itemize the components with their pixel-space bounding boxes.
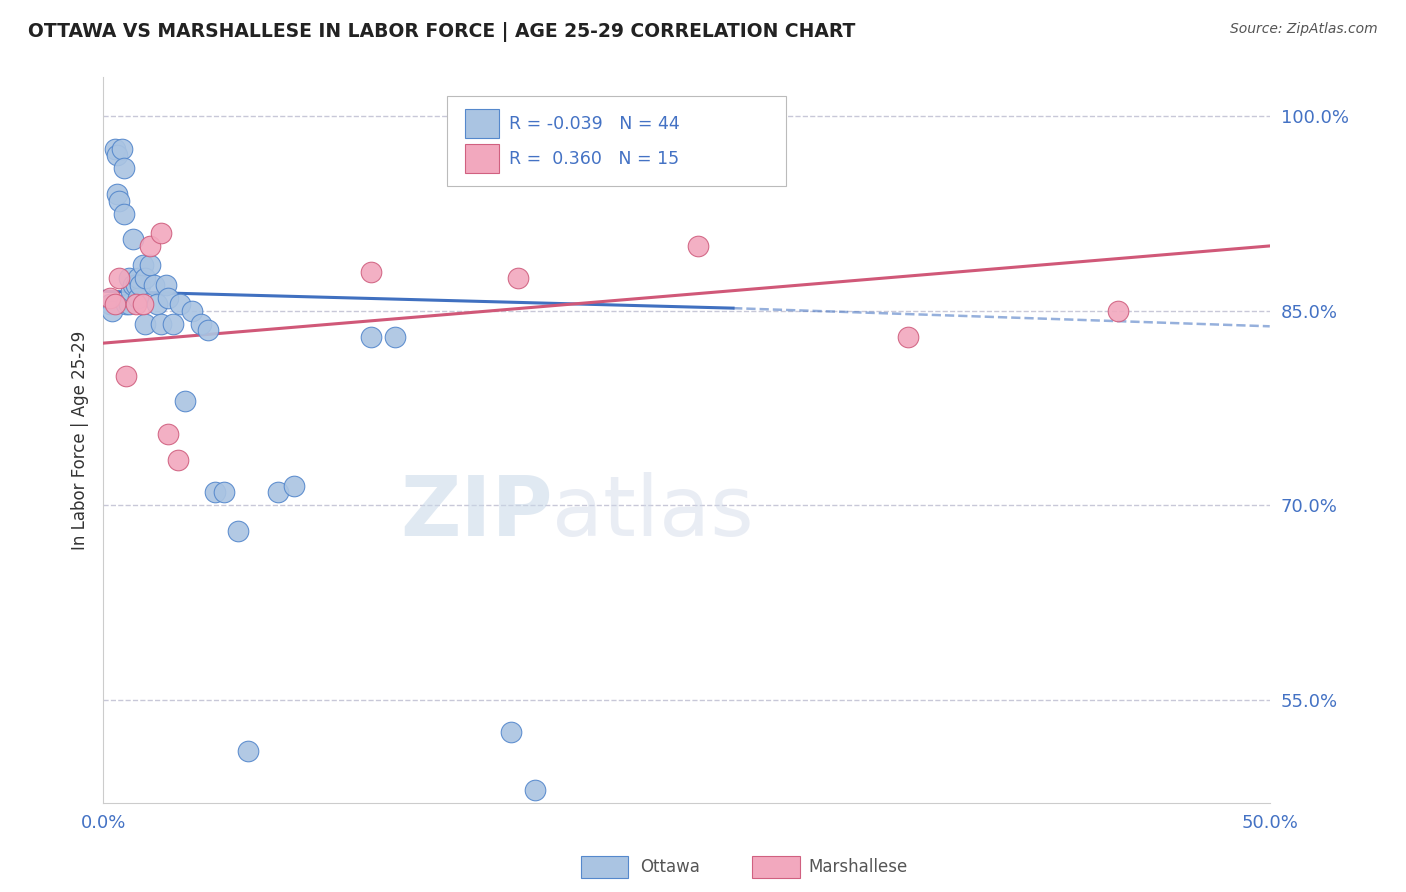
Point bbox=[508, 271, 530, 285]
Point bbox=[134, 317, 156, 331]
Point bbox=[1107, 303, 1129, 318]
Point bbox=[127, 291, 149, 305]
Point bbox=[134, 271, 156, 285]
Point bbox=[139, 259, 162, 273]
Point bbox=[501, 725, 523, 739]
Point bbox=[112, 161, 135, 176]
Point bbox=[180, 303, 202, 318]
Point bbox=[105, 148, 128, 162]
Point bbox=[132, 259, 155, 273]
Point bbox=[384, 329, 406, 343]
Point bbox=[139, 239, 162, 253]
Point bbox=[150, 226, 173, 240]
Point bbox=[104, 142, 127, 156]
Point bbox=[132, 297, 155, 311]
Point bbox=[122, 232, 145, 246]
Text: R =  0.360   N = 15: R = 0.360 N = 15 bbox=[509, 150, 679, 168]
Text: Marshallese: Marshallese bbox=[808, 858, 908, 876]
Text: Ottawa: Ottawa bbox=[640, 858, 700, 876]
Point bbox=[125, 297, 148, 311]
Text: Source: ZipAtlas.com: Source: ZipAtlas.com bbox=[1230, 22, 1378, 37]
Point bbox=[105, 187, 128, 202]
Point bbox=[360, 329, 382, 343]
FancyBboxPatch shape bbox=[465, 110, 499, 138]
Point bbox=[173, 394, 195, 409]
Point bbox=[127, 271, 149, 285]
Point bbox=[115, 297, 138, 311]
Point bbox=[120, 285, 142, 299]
Point bbox=[125, 277, 148, 292]
Point bbox=[523, 783, 546, 797]
Point bbox=[236, 744, 259, 758]
Point bbox=[143, 277, 166, 292]
FancyBboxPatch shape bbox=[447, 95, 786, 186]
Point bbox=[214, 485, 236, 500]
Point bbox=[118, 271, 141, 285]
Point bbox=[157, 426, 180, 441]
Point bbox=[166, 452, 188, 467]
Point bbox=[146, 297, 169, 311]
Text: OTTAWA VS MARSHALLESE IN LABOR FORCE | AGE 25-29 CORRELATION CHART: OTTAWA VS MARSHALLESE IN LABOR FORCE | A… bbox=[28, 22, 855, 42]
Point bbox=[112, 206, 135, 220]
Point bbox=[155, 277, 177, 292]
FancyBboxPatch shape bbox=[465, 145, 499, 173]
Point bbox=[115, 368, 138, 383]
Point bbox=[129, 277, 152, 292]
Point bbox=[688, 239, 710, 253]
Point bbox=[108, 194, 131, 208]
Point bbox=[267, 485, 290, 500]
Point bbox=[111, 142, 134, 156]
Point bbox=[157, 291, 180, 305]
Point bbox=[122, 277, 145, 292]
Point bbox=[162, 317, 184, 331]
Point bbox=[104, 297, 127, 311]
Point bbox=[283, 479, 305, 493]
Point bbox=[150, 317, 173, 331]
Text: ZIP: ZIP bbox=[399, 473, 553, 553]
Point bbox=[98, 297, 121, 311]
Text: R = -0.039   N = 44: R = -0.039 N = 44 bbox=[509, 115, 681, 133]
Point bbox=[360, 265, 382, 279]
Point bbox=[101, 303, 124, 318]
Point bbox=[897, 329, 920, 343]
Point bbox=[204, 485, 226, 500]
Point bbox=[190, 317, 212, 331]
Point bbox=[108, 271, 131, 285]
Text: atlas: atlas bbox=[553, 473, 754, 553]
Point bbox=[228, 524, 250, 538]
Point bbox=[98, 291, 121, 305]
Point bbox=[169, 297, 191, 311]
Point bbox=[118, 297, 141, 311]
Point bbox=[197, 323, 219, 337]
Y-axis label: In Labor Force | Age 25-29: In Labor Force | Age 25-29 bbox=[72, 331, 89, 550]
